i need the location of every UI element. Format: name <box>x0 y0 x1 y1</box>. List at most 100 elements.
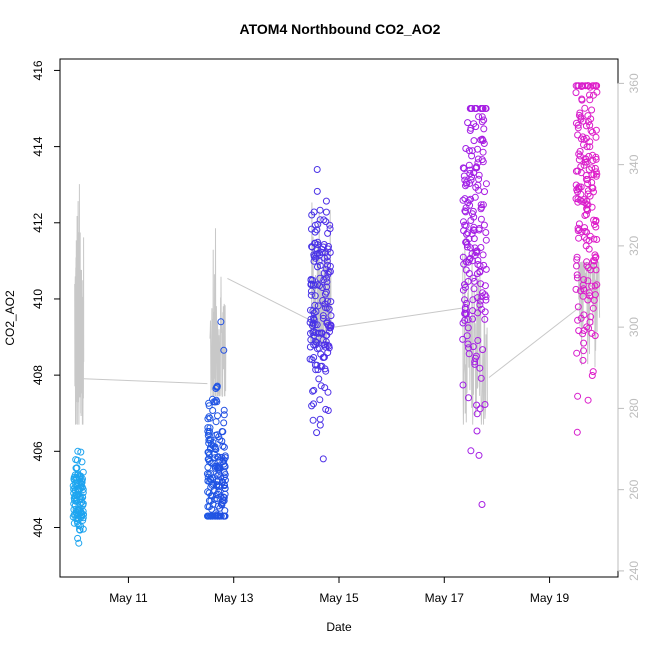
data-point <box>580 141 587 149</box>
data-point <box>306 355 314 363</box>
data-point <box>313 345 321 353</box>
data-point <box>311 301 319 309</box>
data-point <box>311 361 319 369</box>
y-axis-right: 240 260 280 300 320 340 360 <box>617 73 641 581</box>
data-point <box>214 453 222 461</box>
data-point <box>220 481 228 489</box>
data-point <box>469 343 477 351</box>
data-point <box>474 145 481 153</box>
data-point <box>579 356 587 364</box>
data-point <box>217 500 225 508</box>
data-point <box>219 497 227 505</box>
plot-frame <box>59 58 619 578</box>
data-point <box>574 316 582 324</box>
data-point <box>324 407 332 414</box>
data-point <box>220 443 228 451</box>
data-point <box>588 282 596 290</box>
points-layer <box>69 82 601 547</box>
data-point <box>221 452 229 460</box>
data-point <box>313 187 321 195</box>
data-point <box>312 308 320 316</box>
data-point <box>478 203 486 211</box>
data-point <box>588 179 596 186</box>
data-point <box>482 236 490 244</box>
data-point <box>69 482 77 490</box>
data-point <box>466 180 474 187</box>
data-point <box>464 258 472 266</box>
data-point <box>321 384 329 392</box>
data-point <box>314 238 322 246</box>
data-point <box>478 118 486 126</box>
data-point <box>575 234 583 242</box>
y-tick-label: 406 <box>31 441 45 461</box>
y2-tick-label: 320 <box>627 236 641 256</box>
data-point <box>582 242 590 250</box>
data-point <box>73 464 81 472</box>
data-point <box>322 367 330 375</box>
data-point <box>582 172 590 179</box>
secondary-connector-0 <box>83 378 208 385</box>
data-point <box>589 304 597 312</box>
data-point <box>580 161 588 169</box>
data-point <box>315 375 323 383</box>
data-point <box>310 316 318 324</box>
data-point <box>72 505 80 513</box>
data-point <box>322 208 330 216</box>
data-point <box>480 140 488 147</box>
data-point <box>213 482 221 490</box>
x-tick-label: May 11 <box>109 591 148 605</box>
data-point <box>580 347 587 355</box>
secondary-series-layer <box>74 184 601 425</box>
data-point <box>213 495 221 502</box>
data-point <box>461 195 469 203</box>
data-point <box>586 138 594 146</box>
data-point <box>71 502 79 510</box>
data-point <box>474 337 482 344</box>
data-point <box>466 170 474 177</box>
data-point <box>218 501 226 509</box>
data-point <box>320 341 328 349</box>
data-point <box>577 135 585 143</box>
data-point <box>574 227 582 235</box>
data-point <box>464 278 472 285</box>
data-point <box>220 411 228 419</box>
data-point <box>478 105 486 112</box>
data-point <box>585 324 593 332</box>
x-axis: May 11 May 13 May 15 May 17 May 19 <box>109 577 570 605</box>
data-point <box>307 291 315 299</box>
data-point <box>470 169 478 177</box>
y-axis-label: CO2_AO2 <box>3 290 17 346</box>
data-point <box>574 124 582 132</box>
y-tick-label: 414 <box>31 136 45 156</box>
data-point <box>577 163 585 171</box>
data-point <box>459 381 467 389</box>
data-point <box>206 414 214 422</box>
data-point <box>72 456 80 464</box>
data-point <box>75 539 83 547</box>
x-tick-label: May 13 <box>214 591 254 605</box>
data-point <box>481 282 489 290</box>
data-point <box>221 485 229 492</box>
data-point <box>590 296 598 304</box>
data-point <box>310 386 318 394</box>
data-point <box>468 173 476 181</box>
data-point <box>479 158 487 166</box>
data-point <box>481 188 488 196</box>
data-point <box>579 133 587 141</box>
data-point <box>313 166 321 173</box>
data-point <box>205 436 213 444</box>
data-point <box>574 195 582 203</box>
data-point <box>586 143 594 151</box>
data-point <box>465 161 473 169</box>
data-point <box>470 285 478 293</box>
data-point <box>592 266 600 274</box>
data-point <box>575 111 583 119</box>
data-point <box>316 206 324 214</box>
data-point <box>581 104 589 112</box>
secondary-burst-1 <box>209 228 227 397</box>
data-point <box>309 416 317 424</box>
data-point <box>74 534 82 542</box>
data-point <box>481 105 489 112</box>
data-point <box>473 247 481 255</box>
data-point <box>474 270 481 278</box>
